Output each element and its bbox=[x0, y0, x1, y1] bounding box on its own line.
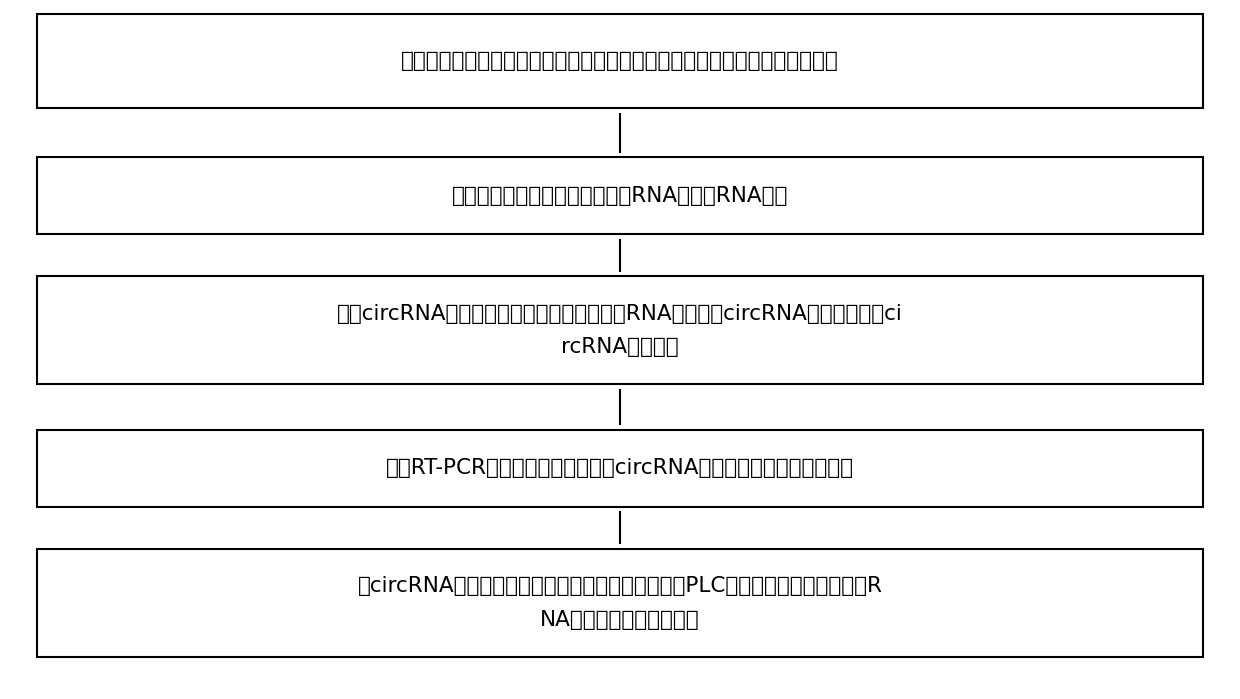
Bar bbox=[37, 14, 1203, 108]
Text: rcRNA差异数据: rcRNA差异数据 bbox=[562, 337, 678, 357]
Bar bbox=[37, 549, 1203, 657]
Bar bbox=[37, 276, 1203, 384]
Bar bbox=[37, 430, 1203, 507]
Text: 对circRNA差异数据及对比数据进行数据分析，构建PLC围手术期肝移植患者环状R: 对circRNA差异数据及对比数据进行数据分析，构建PLC围手术期肝移植患者环状… bbox=[357, 576, 883, 596]
Text: 分别提取各所述外周血标本中的RNA，得到RNA溶液: 分别提取各所述外周血标本中的RNA，得到RNA溶液 bbox=[451, 186, 789, 206]
Bar bbox=[37, 157, 1203, 234]
Text: 采用circRNA微阵列芯片分析疾病组和对照组RNA溶液中的circRNA表达谱，得到ci: 采用circRNA微阵列芯片分析疾病组和对照组RNA溶液中的circRNA表达谱… bbox=[337, 303, 903, 324]
Text: 采用RT-PCR验证疾病组和对照组中circRNA的表达情况，得到对比数据: 采用RT-PCR验证疾病组和对照组中circRNA的表达情况，得到对比数据 bbox=[386, 459, 854, 478]
Text: NA差异性表达谱图谱模型: NA差异性表达谱图谱模型 bbox=[541, 610, 699, 630]
Text: 设置疾病组与对照组，每组包括若干份相异人体的已经脱离人体的外周血标本: 设置疾病组与对照组，每组包括若干份相异人体的已经脱离人体的外周血标本 bbox=[401, 51, 839, 71]
